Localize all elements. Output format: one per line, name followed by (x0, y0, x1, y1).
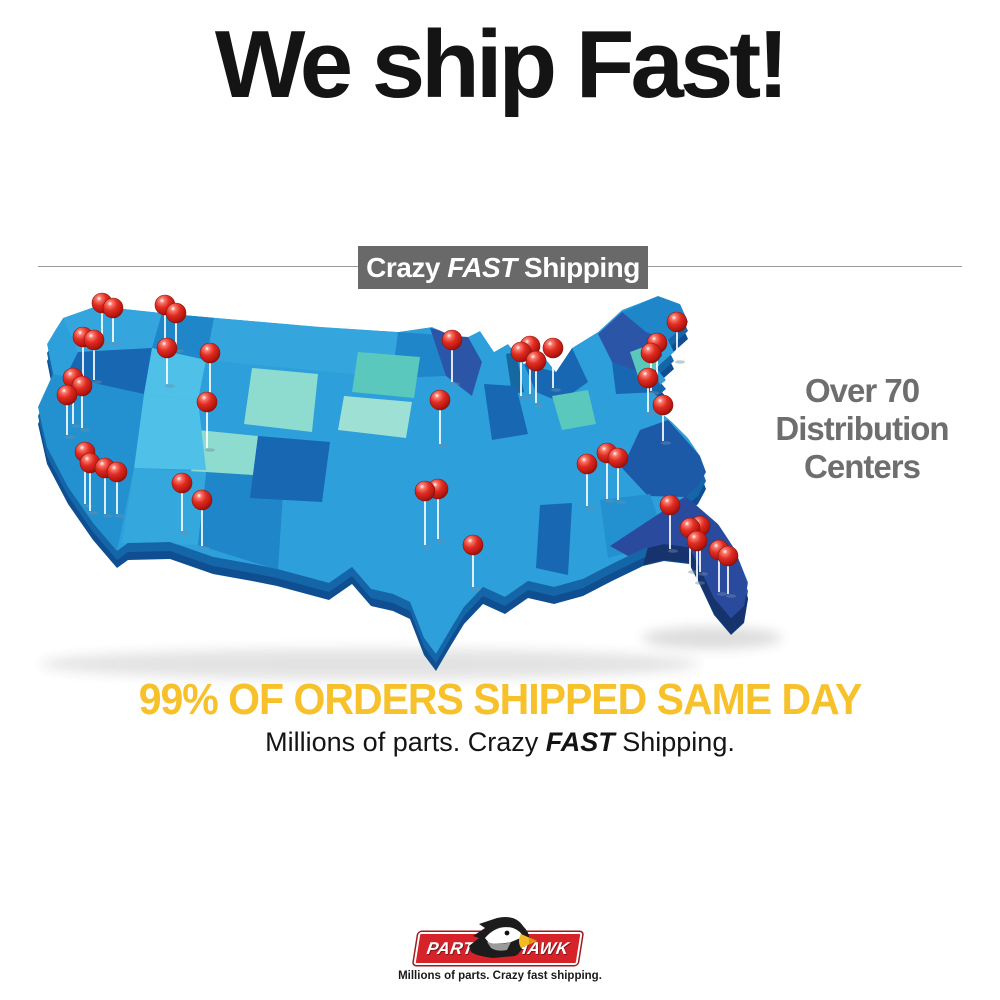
state-patch (338, 396, 412, 438)
map-pin (659, 494, 681, 553)
state-patch (144, 348, 206, 400)
map-pin (637, 367, 659, 416)
map-pin (652, 394, 674, 445)
ribbon-emphasis: FAST (447, 251, 517, 283)
map-pin (717, 545, 739, 598)
logo-tagline: Millions of parts. Crazy fast shipping. (398, 970, 602, 982)
state-patch (250, 436, 330, 502)
state-patch (622, 420, 706, 497)
map-pin (106, 461, 128, 518)
map-pin (71, 375, 93, 432)
sub-emphasis: FAST (545, 727, 615, 757)
note-line-1: Over 70 (804, 372, 920, 409)
state-patch (134, 394, 206, 470)
state-patch (122, 468, 206, 545)
lake-michigan (506, 352, 524, 394)
state-patch (206, 318, 398, 378)
map-pin (441, 329, 463, 386)
map-ground-shadow (40, 627, 782, 679)
same-day-headline: 99% OF ORDERS SHIPPED SAME DAY (138, 674, 863, 724)
map-pin (607, 447, 629, 504)
map-pin (429, 389, 451, 448)
map-pin (576, 453, 598, 510)
note-line-2: Distribution (775, 410, 949, 447)
sub-headline: Millions of parts. Crazy FAST Shipping. (0, 727, 1000, 758)
distribution-centers-note: Over 70 Distribution Centers (762, 372, 962, 486)
state-patch (536, 503, 572, 575)
distribution-pins (56, 292, 739, 598)
map-pin (171, 472, 193, 535)
state-patch (352, 352, 420, 398)
state-patch (244, 368, 318, 432)
map-pin (414, 480, 436, 549)
sub-suffix: Shipping. (614, 727, 735, 757)
map-pin (196, 391, 218, 452)
map-pin (83, 329, 105, 384)
map-pin (462, 534, 484, 591)
map-pin (666, 311, 688, 364)
map-pin (542, 337, 564, 392)
state-patch-florida (610, 496, 748, 620)
map-pin (191, 489, 213, 550)
state-patch (552, 390, 596, 430)
sub-prefix: Millions of parts. Crazy (265, 727, 546, 757)
map-pin (510, 341, 532, 400)
map-pin (102, 297, 124, 346)
map-pin (525, 350, 547, 407)
logo-art: PARTS HAWK (400, 916, 600, 968)
crazy-fast-shipping-badge: Crazy FAST Shipping (358, 246, 648, 289)
page-title: We ship Fast! (214, 11, 789, 118)
map-pin (686, 530, 708, 585)
ribbon-prefix: Crazy (366, 251, 448, 283)
state-patch (524, 348, 588, 402)
map-pin (156, 337, 178, 388)
state-patch (484, 384, 528, 440)
map-states (38, 296, 748, 654)
hawk-head-icon (469, 917, 537, 958)
note-line-3: Centers (804, 448, 921, 485)
partshawk-logo: PARTS HAWK Millions of parts. Crazy fast… (0, 916, 1000, 996)
ribbon-suffix: Shipping (516, 251, 640, 283)
map-pin (56, 384, 78, 439)
